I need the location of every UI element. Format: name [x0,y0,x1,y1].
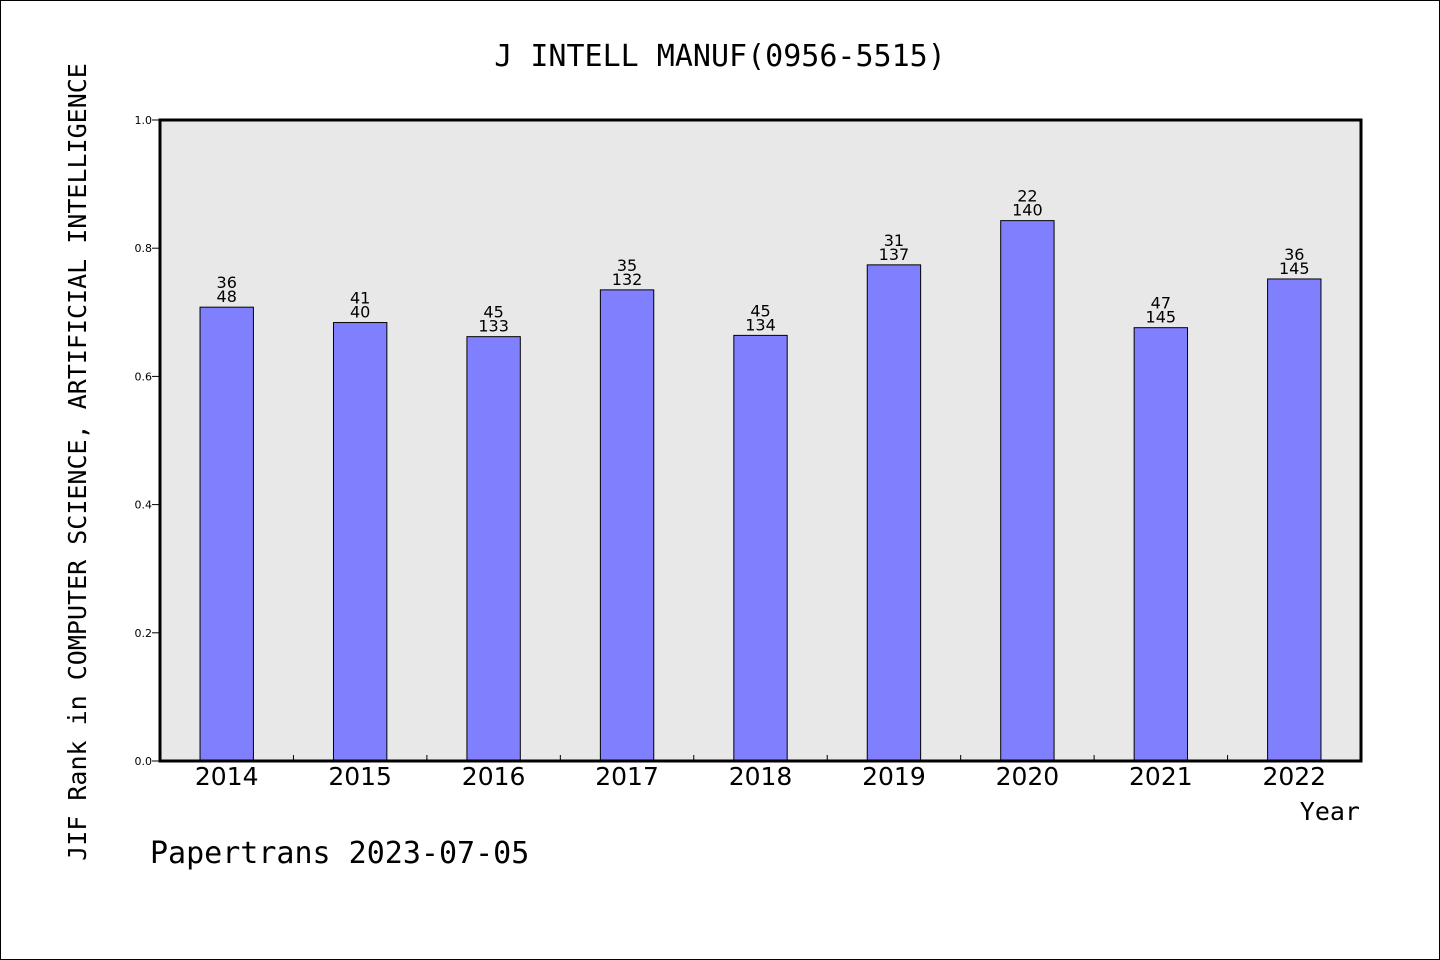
x-axis-label: Year [1300,797,1360,826]
bar-total-label: 48 [217,287,237,306]
x-axis-ticks: 2014 2015 2016 2017 2018 2019 2020 2021 2022 [195,755,1326,791]
bar [332,322,388,762]
y-tick-label: 0.4 [135,499,153,512]
bar-rank-label: 47 [1151,294,1171,313]
bar [466,336,521,762]
bar-rank-label: 31 [884,231,904,250]
bar-total-label: 140 [1012,201,1043,220]
y-tick-label: 0.2 [135,627,153,640]
y-axis-label: JIF Rank in COMPUTER SCIENCE, ARTIFICIAL… [63,63,92,861]
bar [199,306,254,762]
bar-rank-label: 22 [1017,187,1037,206]
bar-rank-label: 45 [750,301,770,320]
x-tick-label: 2015 [328,762,392,791]
y-axis-ticks: 0.0 0.2 0.4 0.6 0.8 1.0 [135,114,160,768]
bar [599,289,655,762]
x-tick-label: 2020 [996,762,1060,791]
y-tick-label: 0.8 [135,242,153,255]
bar [733,334,788,762]
bar-total-label: 137 [879,245,910,264]
x-tick-label: 2021 [1129,762,1193,791]
bar-rank-label: 36 [217,273,237,292]
credit-text: Papertrans 2023-07-05 [150,836,529,871]
bar-total-label: 132 [612,270,643,289]
bar-total-label: 133 [478,317,509,336]
bar-rank-label: 36 [1284,245,1304,264]
x-tick-label: 2017 [595,762,659,791]
bar-total-label: 145 [1279,259,1310,278]
bar-rank-label: 35 [617,256,637,275]
plot-border [158,118,1363,763]
chart-title: J INTELL MANUF(0956-5515) [494,39,946,74]
bar-rank-label: 41 [350,289,370,308]
bar [1000,220,1055,762]
x-tick-label: 2014 [195,762,259,791]
x-tick-label: 2018 [729,762,793,791]
bar-total-label: 134 [745,315,776,334]
bar [866,264,922,762]
x-tick-label: 2019 [862,762,926,791]
bar [1267,278,1322,762]
y-tick-label: 1.0 [135,114,153,127]
bar [1133,327,1189,762]
bar-total-label: 40 [350,303,370,322]
y-tick-label: 0.0 [135,755,153,768]
bar-rank-label: 45 [483,303,503,322]
bar-total-label: 145 [1146,308,1177,327]
y-tick-label: 0.6 [135,370,153,383]
x-tick-label: 2016 [462,762,526,791]
x-tick-label: 2022 [1262,762,1326,791]
